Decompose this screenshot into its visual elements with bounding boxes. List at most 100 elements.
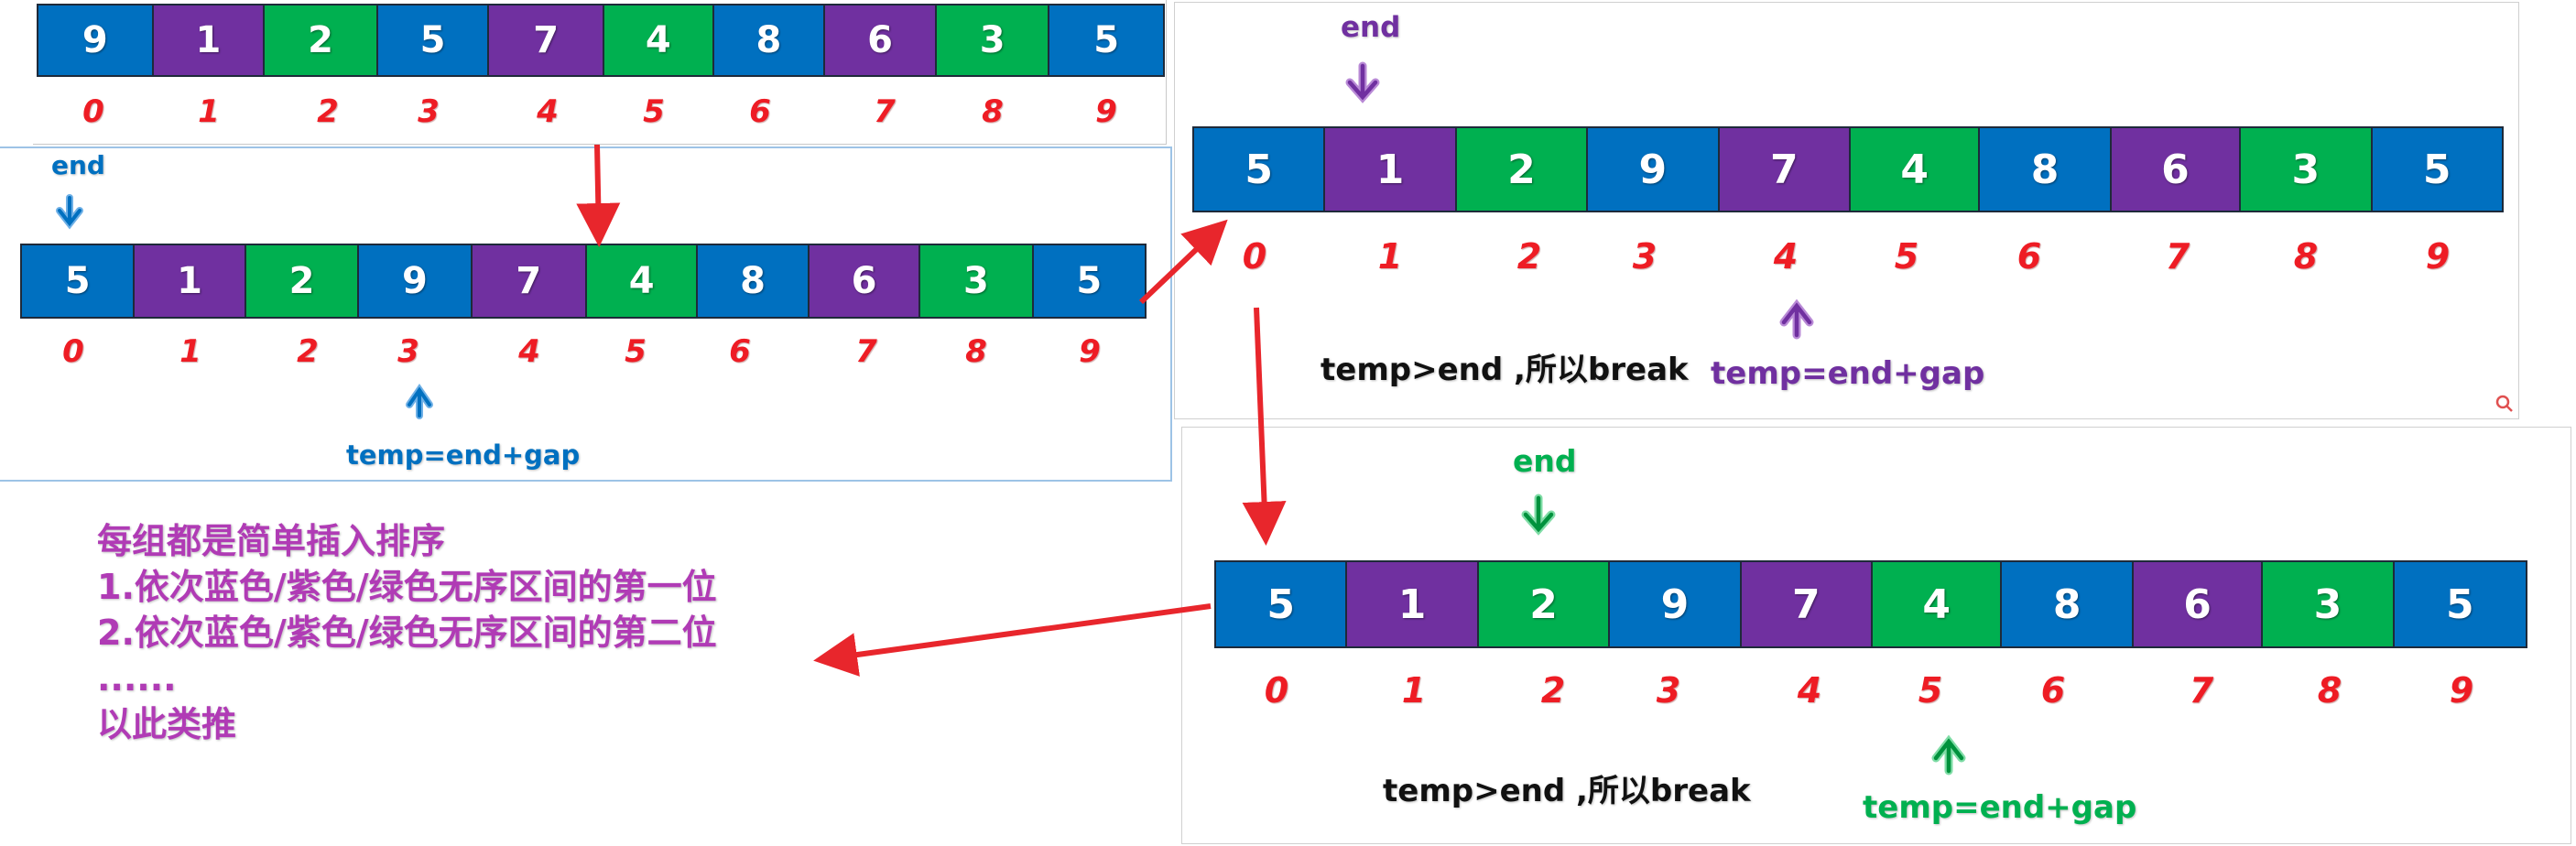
- index-label: 1: [1377, 236, 1403, 277]
- array-cell: 9: [1610, 562, 1742, 646]
- index-label: 4: [1773, 236, 1799, 277]
- array-cell: 8: [713, 5, 826, 75]
- index-label: 4: [518, 333, 540, 370]
- index-label: 3: [397, 333, 419, 370]
- end-label-right-bottom: end: [1513, 443, 1577, 479]
- index-label: 8: [2293, 236, 2319, 277]
- magnifier-icon[interactable]: [2493, 392, 2516, 416]
- array-cell: 8: [1980, 128, 2112, 211]
- array-cell: 6: [825, 5, 937, 75]
- up-arrow-icon-purple: [1779, 298, 1814, 340]
- array-cell: 5: [2394, 562, 2527, 646]
- array-cell: 6: [2111, 128, 2242, 211]
- index-label: 1: [179, 333, 201, 370]
- index-label: 6: [749, 93, 771, 130]
- temp-label-right-bottom: temp=end+gap: [1863, 789, 2137, 826]
- array-cell: 6: [809, 245, 921, 317]
- description-line-4: ......: [97, 658, 177, 699]
- index-label: 4: [1797, 670, 1822, 710]
- array-cell: 4: [1850, 128, 1981, 211]
- index-label: 7: [874, 93, 896, 130]
- index-label: 9: [2449, 670, 2474, 710]
- array-cell: 8: [2002, 562, 2134, 646]
- index-label: 6: [729, 333, 751, 370]
- array-cell: 6: [2133, 562, 2264, 646]
- index-label: 5: [643, 93, 665, 130]
- description-line-2: 1.依次蓝色/紫色/绿色无序区间的第一位: [97, 567, 717, 607]
- array-cell: 2: [1456, 128, 1589, 211]
- panel-top-frame: [33, 0, 1167, 145]
- up-arrow-icon-blue: [406, 383, 433, 419]
- array-cell: 3: [2241, 128, 2373, 211]
- array-cell: 5: [1216, 562, 1348, 646]
- array-cell: 3: [920, 245, 1034, 317]
- array-cell: 5: [22, 245, 136, 317]
- array-cell: 5: [2372, 128, 2502, 211]
- flow-arrow-left-to-right-top: [1138, 219, 1228, 305]
- array-cell: 7: [1719, 128, 1851, 211]
- array-cell: 4: [1873, 562, 2003, 646]
- index-label: 7: [855, 333, 877, 370]
- break-label-right-top: temp>end ,所以break: [1321, 352, 1689, 388]
- temp-label-right-top: temp=end+gap: [1711, 355, 1985, 392]
- array-cell: 9: [359, 245, 473, 317]
- index-label: 3: [418, 93, 440, 130]
- down-arrow-icon-blue: [56, 194, 83, 230]
- index-label: 7: [2189, 670, 2214, 710]
- description-block: 每组都是简单插入排序 1.依次蓝色/紫色/绿色无序区间的第一位 2.依次蓝色/紫…: [97, 518, 717, 747]
- array-cell: 1: [153, 5, 266, 75]
- down-arrow-icon-green: [1521, 494, 1556, 536]
- index-label: 8: [2317, 670, 2342, 710]
- index-label: 1: [198, 93, 220, 130]
- array-cell: 7: [472, 245, 587, 317]
- end-label-left: end: [51, 150, 105, 180]
- index-label: 0: [82, 93, 104, 130]
- panel-left-frame: [0, 146, 1172, 482]
- array-cell: 2: [1478, 562, 1611, 646]
- array-cell: 1: [1325, 128, 1457, 211]
- flow-arrow-right-bottom-to-description: [813, 603, 1212, 677]
- array-cell: 5: [377, 5, 490, 75]
- index-label: 8: [982, 93, 1004, 130]
- up-arrow-icon-green: [1931, 734, 1966, 776]
- index-label: 0: [1242, 236, 1267, 277]
- index-label: 9: [1095, 93, 1117, 130]
- end-label-right-top: end: [1341, 11, 1401, 44]
- index-label: 6: [2040, 670, 2066, 710]
- index-label: 8: [965, 333, 987, 370]
- description-line-5: 以此类推: [97, 704, 237, 744]
- index-label: 7: [2165, 236, 2190, 277]
- array-cell: 9: [38, 5, 154, 75]
- index-label: 2: [1516, 236, 1542, 277]
- break-label-right-bottom: temp>end ,所以break: [1383, 773, 1751, 809]
- index-label: 1: [1401, 670, 1427, 710]
- index-label: 5: [625, 333, 647, 370]
- index-label: 5: [1894, 236, 1919, 277]
- array-cell: 5: [1033, 245, 1145, 317]
- description-line-1: 每组都是简单插入排序: [97, 521, 446, 561]
- array-cell: 7: [1741, 562, 1874, 646]
- array-cell: 9: [1588, 128, 1720, 211]
- array-cell: 3: [936, 5, 1050, 75]
- index-label: 6: [2016, 236, 2042, 277]
- array-cell: 2: [265, 5, 378, 75]
- array-cell: 1: [135, 245, 246, 317]
- description-line-3: 2.依次蓝色/紫色/绿色无序区间的第二位: [97, 613, 717, 653]
- array-cell: 8: [698, 245, 810, 317]
- array-cell: 5: [1049, 5, 1164, 75]
- index-label: 9: [1079, 333, 1101, 370]
- index-label: 9: [2425, 236, 2451, 277]
- down-arrow-icon-purple: [1345, 61, 1380, 103]
- index-label: 2: [1540, 670, 1566, 710]
- temp-label-left: temp=end+gap: [346, 439, 581, 471]
- index-label: 4: [537, 93, 559, 130]
- index-label: 3: [1632, 236, 1658, 277]
- array-cell: 4: [604, 5, 714, 75]
- index-label: 2: [297, 333, 319, 370]
- index-label: 5: [1918, 670, 1943, 710]
